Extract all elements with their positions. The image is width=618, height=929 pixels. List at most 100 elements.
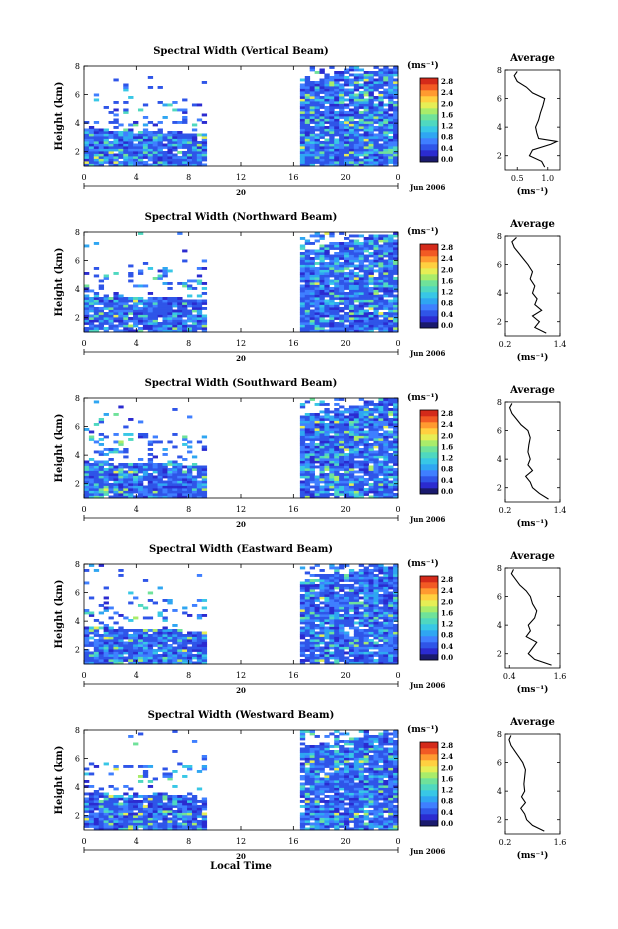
- heatmap-cell: [177, 488, 183, 491]
- heatmap-cell: [348, 639, 355, 642]
- heatmap-cell: [334, 297, 340, 300]
- heatmap-cell: [334, 143, 340, 147]
- heatmap-cell: [314, 269, 320, 273]
- profile-y-tick-label: 8: [497, 66, 502, 75]
- heatmap-cell: [348, 277, 355, 280]
- heatmap-cell: [133, 815, 139, 818]
- heatmap-cell: [348, 116, 355, 119]
- heatmap-cell: [353, 86, 360, 89]
- heatmap-cell: [118, 656, 124, 660]
- heatmap-cell: [348, 480, 355, 484]
- heatmap-cell: [388, 267, 394, 270]
- heatmap-cell: [142, 151, 149, 154]
- heatmap-cell: [157, 641, 163, 645]
- heatmap-cell: [358, 490, 365, 494]
- heatmap-cell: [147, 133, 154, 137]
- heatmap-cell: [123, 634, 129, 637]
- heatmap-cell: [348, 146, 355, 149]
- heatmap-cell: [118, 488, 124, 491]
- heatmap-cell: [103, 470, 109, 474]
- heatmap-cell: [177, 651, 183, 655]
- heatmap-cell: [324, 475, 330, 479]
- heatmap-cell: [393, 294, 399, 298]
- heatmap-cell: [334, 272, 340, 275]
- colorbar-segment: [420, 482, 438, 489]
- heatmap-cell: [152, 634, 158, 637]
- heatmap-cell: [393, 589, 399, 592]
- heatmap-cell: [334, 78, 340, 82]
- heatmap-cell: [147, 800, 154, 803]
- heatmap-cell: [388, 485, 394, 489]
- heatmap-cell: [378, 428, 384, 431]
- heatmap-cell: [304, 324, 311, 328]
- heatmap-cell: [304, 86, 311, 89]
- heatmap-cell: [348, 312, 355, 315]
- heatmap-cell: [123, 825, 129, 828]
- heatmap-cell: [324, 126, 330, 129]
- heatmap-cell: [353, 106, 360, 109]
- heatmap-cell: [388, 584, 394, 587]
- heatmap-cell: [334, 86, 340, 89]
- heatmap-cell: [339, 76, 345, 79]
- heatmap-cell: [383, 656, 389, 660]
- heatmap-cell: [348, 609, 355, 612]
- heatmap-cell: [191, 163, 198, 167]
- heatmap-cell: [353, 596, 360, 600]
- heatmap-cell: [353, 438, 360, 441]
- heatmap-cell: [348, 156, 355, 159]
- heatmap-cell: [348, 430, 355, 434]
- heatmap-cell: [137, 480, 144, 484]
- heatmap-cell: [314, 661, 320, 665]
- heatmap-cell: [378, 71, 384, 74]
- heatmap-cell: [113, 78, 119, 82]
- heatmap-cell: [348, 78, 355, 82]
- heatmap-cell: [353, 465, 360, 469]
- heatmap-cell: [324, 616, 330, 620]
- heatmap-cell: [329, 161, 335, 164]
- heatmap-cell: [324, 93, 330, 97]
- colorbar-tick-label: 1.2: [441, 122, 453, 131]
- heatmap-cell: [344, 329, 350, 333]
- heatmap-cell: [187, 465, 193, 469]
- heatmap-cell: [98, 158, 105, 162]
- heatmap-cell: [344, 98, 350, 102]
- heatmap-cell: [147, 468, 154, 471]
- heatmap-cell: [334, 88, 340, 92]
- heatmap-cell: [334, 269, 340, 273]
- heatmap-cell: [98, 817, 105, 821]
- heatmap-cell: [103, 795, 109, 798]
- x-tick-label: 12: [236, 339, 246, 348]
- heatmap-cell: [108, 825, 114, 828]
- heatmap-cell: [167, 649, 173, 652]
- heatmap-cell: [142, 651, 149, 655]
- heatmap-cell: [358, 453, 365, 456]
- heatmap-cell: [393, 584, 399, 587]
- heatmap-cell: [201, 639, 208, 642]
- heatmap-cell: [147, 634, 154, 637]
- heatmap-cell: [182, 490, 188, 494]
- heatmap-cell: [147, 448, 154, 451]
- heatmap-cell: [388, 644, 394, 647]
- heatmap-cell: [108, 817, 114, 821]
- heatmap-cell: [329, 453, 335, 456]
- heatmap-cell: [304, 78, 311, 82]
- colorbar-tick-label: 0.8: [441, 631, 453, 640]
- heatmap-cell: [353, 101, 360, 104]
- heatmap-cell: [128, 805, 134, 808]
- heatmap-cell: [152, 777, 158, 781]
- heatmap-cell: [304, 274, 311, 278]
- heatmap-cell: [358, 564, 365, 567]
- heatmap-cell: [393, 279, 399, 283]
- heatmap-cell: [108, 136, 114, 139]
- heatmap-cell: [147, 629, 154, 632]
- heatmap-cell: [118, 314, 124, 318]
- heatmap-cell: [137, 631, 144, 635]
- heatmap-cell: [334, 480, 340, 484]
- heatmap-cell: [314, 133, 320, 137]
- heatmap-cell: [299, 619, 306, 622]
- heatmap-cell: [113, 767, 119, 771]
- heatmap-cell: [88, 158, 95, 162]
- heatmap-cell: [339, 252, 345, 255]
- heatmap-cell: [299, 131, 306, 134]
- heatmap-cell: [314, 611, 320, 615]
